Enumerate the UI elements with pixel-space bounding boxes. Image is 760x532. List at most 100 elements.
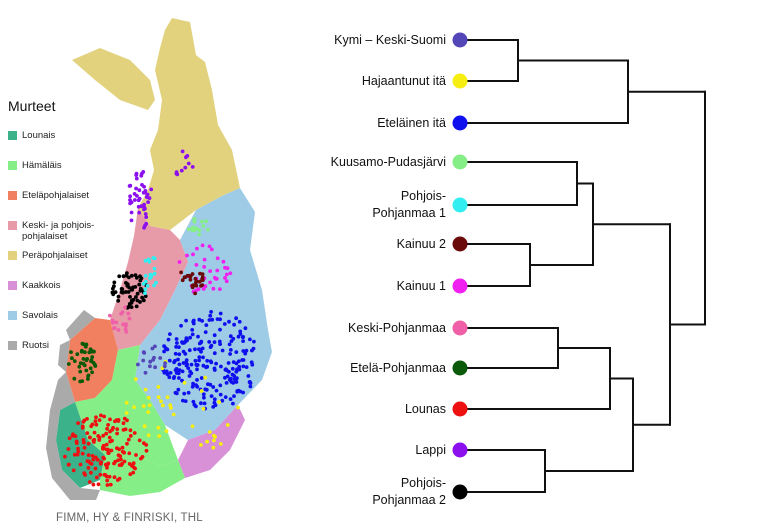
- legend-swatch: [8, 251, 17, 260]
- sample-dot: [140, 455, 145, 459]
- sample-dot: [143, 258, 148, 263]
- sample-dot: [108, 439, 112, 444]
- sample-dot: [145, 284, 150, 288]
- legend-item: Ruotsi: [8, 340, 118, 364]
- region-hamalais: [75, 345, 178, 466]
- sample-dot: [217, 400, 222, 404]
- sample-dot: [129, 305, 134, 309]
- sample-dot: [92, 362, 97, 367]
- sample-dot: [229, 339, 234, 343]
- sample-dot: [134, 304, 139, 309]
- sample-dot: [177, 260, 182, 264]
- sample-dot: [108, 429, 112, 434]
- sample-dots: [63, 149, 256, 487]
- sample-dot: [126, 290, 131, 294]
- sample-dot: [212, 340, 217, 344]
- sample-dot: [218, 383, 223, 388]
- sample-dot: [91, 482, 96, 487]
- sample-dot: [114, 320, 119, 325]
- sample-dot: [243, 326, 248, 331]
- sample-dot: [207, 430, 212, 434]
- sample-dot: [128, 428, 133, 433]
- sample-dot: [86, 377, 90, 381]
- sample-dot: [162, 349, 167, 354]
- sample-dot: [204, 323, 209, 327]
- sample-dot: [224, 272, 229, 277]
- sample-dot: [106, 451, 111, 455]
- sample-dot: [183, 399, 188, 403]
- sample-dot: [70, 433, 75, 438]
- sample-dot: [86, 374, 90, 378]
- sample-dot: [133, 377, 138, 382]
- leaf-label: Kymi – Keski-Suomi: [334, 32, 446, 47]
- sample-dot: [209, 310, 214, 314]
- sample-dot: [177, 352, 182, 357]
- sample-dot: [211, 286, 216, 291]
- leaf-dot: [452, 320, 468, 336]
- sample-dot: [190, 328, 195, 332]
- sample-dot: [229, 376, 233, 381]
- legend-swatch: [8, 221, 17, 230]
- sample-dot: [207, 318, 212, 322]
- leaf-label: Eteläinen itä: [377, 115, 446, 130]
- sample-dot: [143, 294, 148, 299]
- legend-title: Murteet: [8, 98, 56, 114]
- legend-item: Peräpohjalaiset: [8, 250, 118, 274]
- sample-dot: [75, 452, 80, 457]
- legend-item: Savolais: [8, 310, 118, 334]
- leaf-dot: [452, 32, 468, 48]
- sample-dot: [152, 283, 156, 288]
- sample-dot: [201, 406, 206, 411]
- sample-dot: [228, 352, 233, 356]
- sample-dot: [94, 475, 99, 480]
- sample-dot: [137, 438, 142, 443]
- sample-dot: [195, 378, 199, 382]
- sample-dot: [112, 475, 117, 480]
- sample-dot: [141, 358, 146, 363]
- sample-dot: [236, 334, 241, 339]
- sample-dot: [142, 207, 146, 212]
- sample-dot: [153, 344, 157, 349]
- sample-dot: [128, 434, 133, 438]
- sample-dot: [142, 184, 147, 189]
- sample-dot: [192, 219, 197, 224]
- sample-dot: [231, 401, 235, 406]
- leaf-label: Lappi: [415, 442, 446, 457]
- sample-dot: [218, 442, 223, 446]
- sample-dot: [74, 441, 79, 445]
- legend-item: Hämäläis: [8, 160, 118, 184]
- sample-dot: [200, 319, 205, 323]
- leaf-dot: [452, 115, 468, 131]
- sample-dot: [121, 322, 125, 327]
- sample-dot: [90, 370, 94, 375]
- sample-dot: [201, 355, 205, 360]
- sample-dot: [86, 441, 91, 446]
- sample-dot: [94, 415, 98, 420]
- sample-dot: [194, 383, 199, 387]
- leaf-dot: [452, 197, 468, 213]
- sample-dot: [101, 447, 105, 451]
- sample-dot: [237, 319, 242, 324]
- sample-dot: [143, 279, 148, 284]
- sample-dot: [201, 287, 206, 291]
- sample-dot: [66, 447, 71, 451]
- sample-dot: [208, 382, 213, 387]
- sample-dot: [81, 342, 86, 347]
- sample-dot: [237, 364, 242, 369]
- sample-dot: [154, 280, 158, 285]
- sample-dot: [143, 387, 148, 392]
- sample-dot: [174, 337, 179, 341]
- sample-dot: [149, 187, 154, 192]
- sample-dot: [93, 419, 98, 424]
- sample-dot: [113, 419, 117, 424]
- sample-dot: [241, 349, 246, 353]
- sample-dot: [195, 246, 199, 251]
- sample-dot: [207, 340, 212, 344]
- sample-dot: [180, 340, 184, 344]
- finland-map: [46, 18, 272, 500]
- sample-dot: [186, 390, 191, 395]
- sample-dot: [212, 351, 217, 356]
- sample-dot: [190, 283, 195, 288]
- sample-dot: [137, 282, 142, 287]
- sample-dot: [199, 443, 203, 447]
